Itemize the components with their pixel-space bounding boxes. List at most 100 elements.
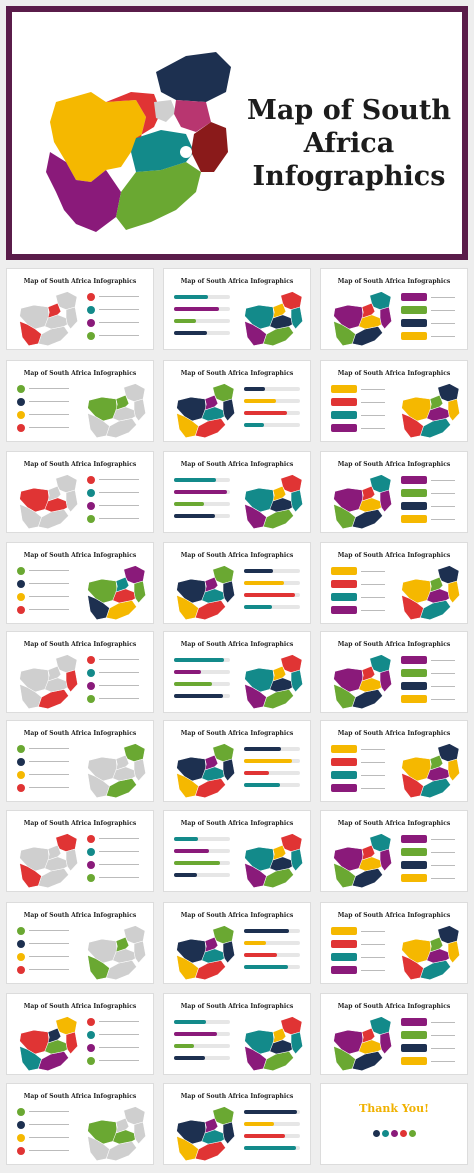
text-placeholder-line	[361, 610, 385, 611]
social-icon[interactable]	[409, 1130, 416, 1137]
slide-thumbnail[interactable]: Map of South Africa Infographics	[6, 631, 154, 713]
south-africa-mini-map	[176, 1106, 235, 1161]
slide-title: Map of South Africa Infographics	[23, 278, 137, 285]
slide-thumbnail[interactable]: Map of South Africa Infographics	[6, 993, 154, 1075]
mini-map-region	[201, 1129, 225, 1145]
progress-fill	[174, 478, 216, 482]
slide-thumbnail[interactable]: Map of South Africa Infographics	[163, 451, 311, 533]
text-placeholder-line	[99, 1060, 139, 1061]
text-placeholder-line	[361, 402, 385, 403]
slide-thumbnail[interactable]: Map of South Africa Infographics	[163, 902, 311, 984]
mini-map-region	[105, 778, 137, 798]
mini-map-region	[194, 600, 226, 620]
south-africa-mini-map	[333, 654, 392, 709]
text-placeholder-line	[29, 609, 69, 610]
mini-map-region	[133, 580, 146, 604]
text-placeholder-line	[431, 480, 455, 481]
text-placeholder-line	[29, 1137, 69, 1138]
slide-thumbnail[interactable]: Map of South Africa Infographics	[320, 810, 468, 892]
slide-thumbnail[interactable]: Map of South Africa Infographics	[163, 631, 311, 713]
south-africa-mini-map	[87, 743, 146, 798]
info-icon-dot	[17, 927, 25, 935]
text-placeholder-line	[361, 389, 385, 390]
slide-thumbnail[interactable]: Map of South Africa Infographics	[6, 542, 154, 624]
social-icon[interactable]	[373, 1130, 380, 1137]
social-icon[interactable]	[382, 1130, 389, 1137]
slide-thumbnail[interactable]: Map of South Africa Infographics	[320, 993, 468, 1075]
slide-thumbnail[interactable]: Map of South Africa Infographics	[6, 720, 154, 802]
south-africa-mini-map	[19, 833, 78, 888]
info-icon-dot	[87, 695, 95, 703]
slide-thumbnail[interactable]: Map of South Africa Infographics	[320, 268, 468, 350]
text-placeholder-line	[99, 296, 139, 297]
region-limpopo	[156, 52, 231, 102]
mini-map-region	[351, 509, 383, 529]
south-africa-mini-map	[244, 1016, 303, 1071]
slide-title: Map of South Africa Infographics	[23, 461, 137, 468]
slide-thumbnail[interactable]: Map of South Africa Infographics	[6, 1083, 154, 1165]
south-africa-map	[46, 52, 231, 232]
info-label-box	[331, 580, 357, 588]
mini-map-region	[419, 600, 451, 620]
south-africa-mini-map	[19, 291, 78, 346]
slide-thumbnail[interactable]: Map of South Africa Infographics	[320, 720, 468, 802]
progress-fill	[244, 387, 265, 391]
slide-thumbnail[interactable]: Map of South Africa Infographics	[163, 542, 311, 624]
slide-thumbnail[interactable]: Map of South Africa Infographics	[6, 810, 154, 892]
info-icon-dot	[17, 606, 25, 614]
slide-thumbnail-thank-you[interactable]: Thank You!	[320, 1083, 468, 1165]
slide-thumbnail[interactable]: Map of South Africa Infographics	[163, 1083, 311, 1165]
slide-thumbnail[interactable]: Map of South Africa Infographics	[163, 720, 311, 802]
mini-map-region	[379, 848, 392, 872]
mini-map-region	[269, 1039, 293, 1055]
mini-map-region	[37, 868, 69, 888]
slide-thumbnail[interactable]: Map of South Africa Infographics	[320, 360, 468, 442]
progress-fill	[244, 605, 272, 609]
info-label-box	[331, 940, 357, 948]
slide-thumbnail[interactable]: Map of South Africa Infographics	[163, 993, 311, 1075]
info-icon-dot	[17, 385, 25, 393]
text-placeholder-line	[99, 335, 139, 336]
progress-track	[174, 837, 230, 841]
info-icon-dot	[87, 306, 95, 314]
mini-map-region	[269, 677, 293, 693]
slide-title: Map of South Africa Infographics	[180, 370, 294, 377]
slide-thumbnail[interactable]: Map of South Africa Infographics	[6, 902, 154, 984]
slide-title: Map of South Africa Infographics	[180, 820, 294, 827]
info-icon-dot	[17, 771, 25, 779]
mini-map-region	[112, 948, 136, 964]
slide-thumbnail[interactable]: Map of South Africa Infographics	[163, 268, 311, 350]
south-africa-mini-map	[87, 383, 146, 438]
slide-thumbnail[interactable]: Map of South Africa Infographics	[6, 360, 154, 442]
slide-thumbnail[interactable]: Map of South Africa Infographics	[320, 451, 468, 533]
slide-title: Map of South Africa Infographics	[337, 552, 451, 559]
mini-map-region	[112, 1129, 136, 1145]
social-icon[interactable]	[400, 1130, 407, 1137]
info-label-box	[331, 953, 357, 961]
info-icon-dot	[87, 476, 95, 484]
mini-map-region	[37, 689, 69, 709]
slide-title: Map of South Africa Infographics	[180, 1093, 294, 1100]
text-placeholder-line	[431, 1022, 455, 1023]
slide-thumbnail[interactable]: Map of South Africa Infographics	[6, 451, 154, 533]
text-placeholder-line	[29, 787, 69, 788]
south-africa-mini-map	[19, 654, 78, 709]
progress-fill	[174, 873, 197, 877]
south-africa-mini-map	[87, 925, 146, 980]
info-label-box	[401, 319, 427, 327]
social-icon[interactable]	[391, 1130, 398, 1137]
slide-thumbnail[interactable]: Map of South Africa Infographics	[163, 810, 311, 892]
south-africa-mini-map	[333, 833, 392, 888]
slide-thumbnail[interactable]: Map of South Africa Infographics	[320, 631, 468, 713]
text-placeholder-line	[29, 414, 69, 415]
slide-thumbnail[interactable]: Map of South Africa Infographics	[6, 268, 154, 350]
text-placeholder-line	[361, 415, 385, 416]
slide-thumbnail[interactable]: Map of South Africa Infographics	[320, 902, 468, 984]
hero-slide[interactable]: Map of South Africa Infographics	[6, 6, 468, 260]
mini-map-region	[201, 588, 225, 604]
slide-thumbnail[interactable]: Map of South Africa Infographics	[163, 360, 311, 442]
south-africa-mini-map	[87, 1106, 146, 1161]
slide-thumbnail[interactable]: Map of South Africa Infographics	[320, 542, 468, 624]
region-kwazulu-natal	[191, 122, 228, 172]
slide-title: Map of South Africa Infographics	[180, 1003, 294, 1010]
